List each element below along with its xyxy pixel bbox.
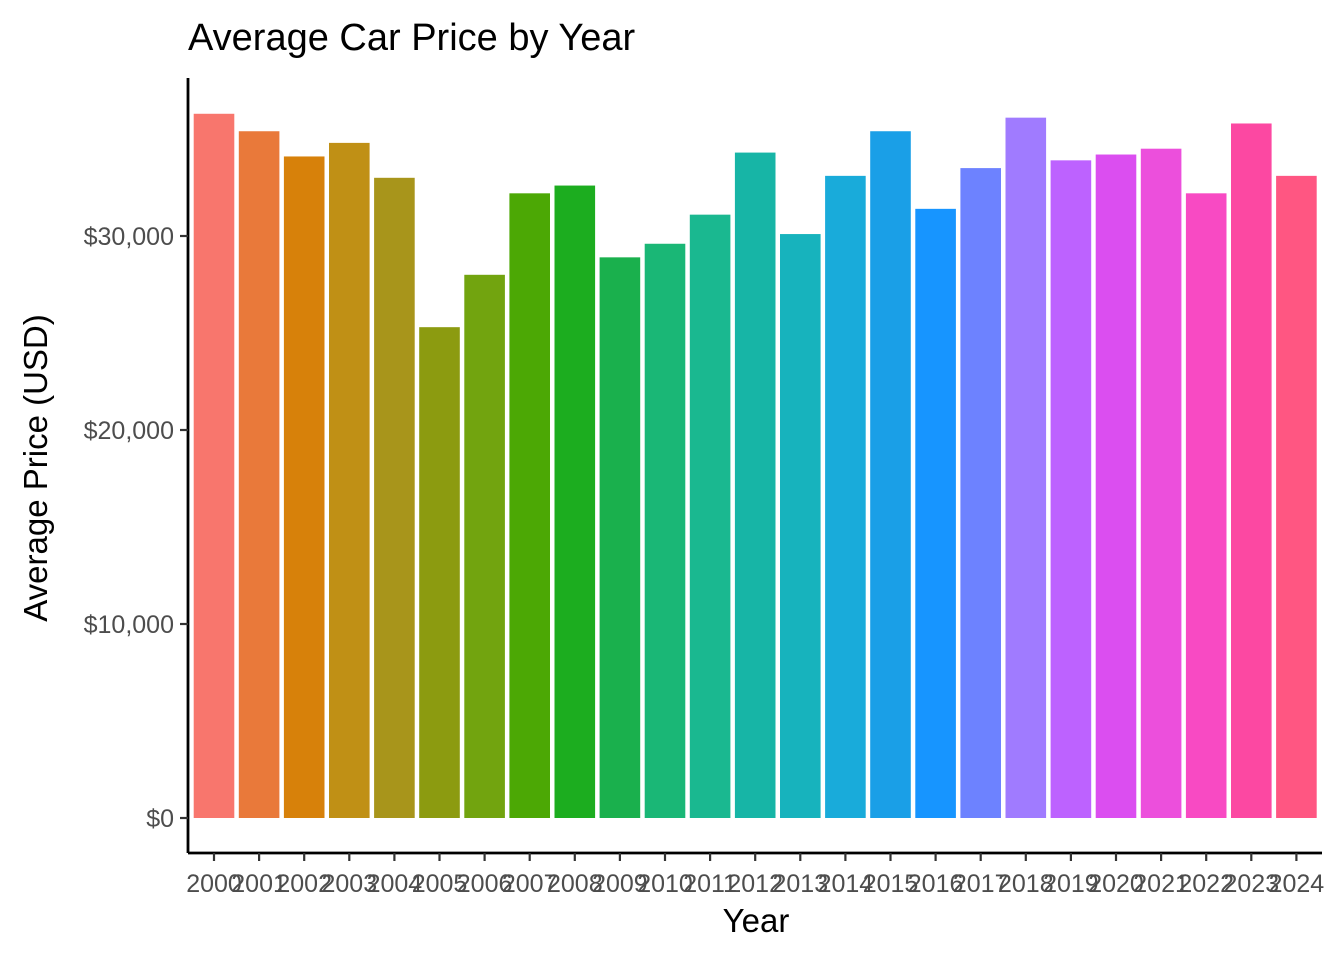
bar-2011 — [689, 214, 731, 818]
x-tick-label: 2014 — [818, 870, 874, 898]
x-tick-label: 2001 — [231, 870, 287, 898]
x-axis: 2000200120022003200420052006200720082009… — [186, 851, 1325, 898]
x-tick-label: 2008 — [547, 870, 603, 898]
bar-2018 — [1005, 117, 1047, 818]
bar-2013 — [780, 234, 821, 818]
bar-2022 — [1185, 193, 1227, 818]
bar-2001 — [238, 131, 280, 819]
bar-2004 — [374, 177, 415, 819]
x-tick-label: 2019 — [1043, 870, 1099, 898]
x-tick-label: 2016 — [908, 870, 964, 898]
x-tick-label: 2012 — [727, 870, 783, 898]
chart-title: Average Car Price by Year — [188, 17, 635, 59]
bar-2023 — [1231, 123, 1272, 819]
x-tick-label: 2018 — [998, 870, 1054, 898]
x-tick-label: 2010 — [637, 870, 693, 898]
x-tick-label: 2002 — [276, 870, 332, 898]
bar-2014 — [825, 175, 866, 819]
y-tick-label: $20,000 — [84, 417, 174, 445]
x-tick-label: 2021 — [1133, 870, 1189, 898]
x-axis-title: Year — [723, 902, 790, 939]
x-tick-label: 2004 — [367, 870, 423, 898]
bar-2008 — [554, 185, 596, 818]
x-tick-label: 2011 — [683, 870, 737, 898]
bar-2009 — [599, 257, 641, 819]
x-tick-label: 2015 — [863, 870, 919, 898]
bar-2006 — [464, 274, 505, 818]
x-tick-label: 2013 — [772, 870, 828, 898]
x-tick-label: 2009 — [592, 870, 648, 898]
bar-2000 — [193, 113, 235, 818]
bar-2016 — [915, 208, 956, 819]
bar-2003 — [329, 142, 370, 818]
x-tick-label: 2023 — [1223, 870, 1279, 898]
x-tick-label: 2024 — [1269, 870, 1325, 898]
y-axis: $0 $10,000 $20,000 $30,000 — [84, 78, 190, 853]
x-tick-label: 2017 — [953, 870, 1009, 898]
x-tick-label: 2000 — [186, 870, 242, 898]
bar-2020 — [1095, 154, 1137, 818]
bar-2005 — [419, 327, 460, 818]
bar-2024 — [1276, 175, 1317, 819]
bar-2017 — [960, 168, 1001, 819]
x-tick-label: 2022 — [1178, 870, 1234, 898]
bar-2007 — [509, 193, 550, 818]
y-axis-title: Average Price (USD) — [17, 314, 54, 622]
x-tick-label: 2007 — [502, 870, 558, 898]
y-tick-label: $10,000 — [84, 611, 174, 639]
bar-2002 — [283, 156, 325, 818]
bars-group — [193, 113, 1317, 819]
bar-2021 — [1140, 148, 1182, 818]
x-tick-label: 2005 — [412, 870, 468, 898]
bar-2012 — [734, 152, 776, 818]
x-tick-label: 2006 — [457, 870, 513, 898]
x-tick-label: 2020 — [1088, 870, 1144, 898]
bar-2010 — [644, 243, 686, 818]
bar-2015 — [870, 131, 911, 819]
y-tick-label: $0 — [146, 805, 174, 833]
bar-2019 — [1050, 160, 1092, 819]
x-tick-label: 2003 — [321, 870, 377, 898]
y-tick-label: $30,000 — [84, 223, 174, 251]
